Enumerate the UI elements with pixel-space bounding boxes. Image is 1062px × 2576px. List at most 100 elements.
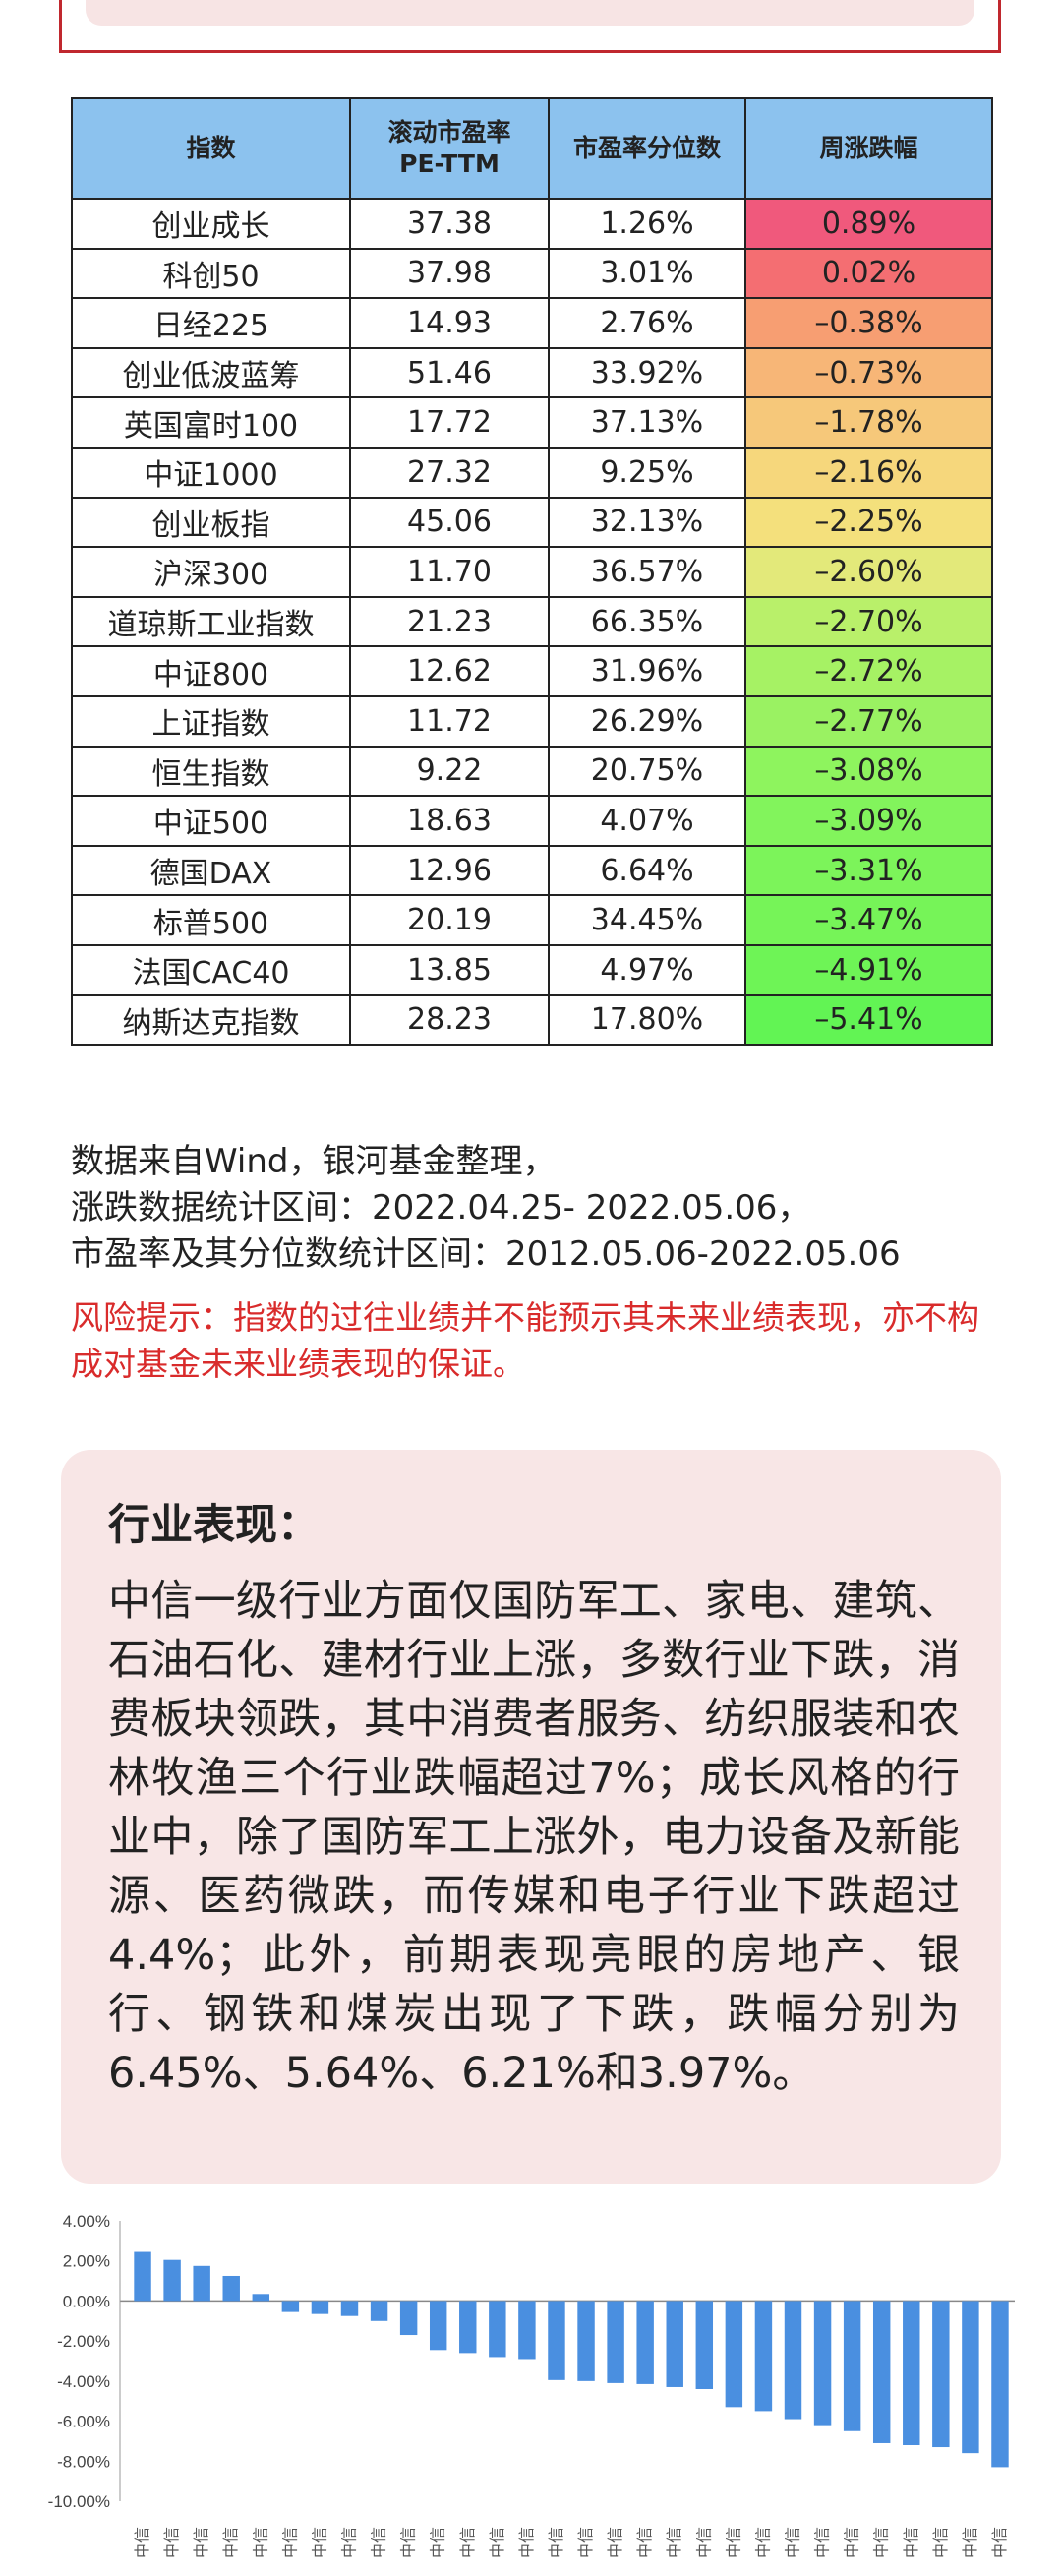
chart-bar xyxy=(518,2301,536,2360)
y-tick-label: -10.00% xyxy=(48,2492,110,2511)
chart-bar xyxy=(489,2301,506,2358)
chart-bar xyxy=(399,2301,418,2336)
chart-bar xyxy=(784,2301,802,2420)
chart-bar xyxy=(577,2301,595,2381)
cell-weekly-change: –3.09% xyxy=(744,795,993,847)
industry-bar-chart: 4.00% 2.00% 0.00% -2.00% -4.00% -6.00% -8.00% -… xyxy=(48,2212,1015,2558)
x-category-label: 中信 xyxy=(162,2527,181,2558)
cell-pe-percentile: 4.07% xyxy=(548,795,746,847)
cell-pe-percentile: 32.13% xyxy=(548,496,746,549)
cell-pe-ttm: 11.70 xyxy=(349,546,550,598)
chart-bar xyxy=(222,2275,240,2302)
x-category-label: 中信 xyxy=(872,2527,891,2558)
cell-pe-ttm: 37.38 xyxy=(349,198,550,250)
chart-bar xyxy=(813,2301,832,2426)
chart-bar xyxy=(340,2301,359,2316)
x-category-label: 中信 xyxy=(843,2527,861,2558)
table-row: 创业板指 45.06 32.13% –2.25% xyxy=(71,496,993,549)
chart-bar xyxy=(281,2301,300,2312)
x-category-label: 中信 xyxy=(813,2527,832,2558)
cell-pe-ttm: 11.72 xyxy=(349,694,550,748)
x-category-label: 中信 xyxy=(370,2527,388,2558)
cell-weekly-change: –2.77% xyxy=(744,694,993,748)
cell-pe-percentile: 6.64% xyxy=(548,844,746,897)
table-row: 日经225 14.93 2.76% –0.38% xyxy=(71,297,993,349)
y-tick-label: -8.00% xyxy=(57,2452,110,2471)
cell-weekly-change: 0.89% xyxy=(744,198,993,250)
cell-index-name: 标普500 xyxy=(71,894,351,946)
cell-pe-ttm: 21.23 xyxy=(349,595,550,648)
table-row: 科创50 37.98 3.01% 0.02% xyxy=(71,247,993,300)
chart-bar xyxy=(903,2301,920,2445)
cell-pe-percentile: 31.96% xyxy=(548,645,746,697)
cell-pe-ttm: 27.32 xyxy=(349,446,550,499)
industry-performance-card: 行业表现： 中信一级行业方面仅国防军工、家电、建筑、石油石化、建材行业上涨，多数… xyxy=(61,1450,1001,2184)
cell-weekly-change: –3.31% xyxy=(744,844,993,897)
chart-bar xyxy=(962,2301,979,2454)
x-category-label: 中信 xyxy=(606,2527,624,2558)
cell-index-name: 德国DAX xyxy=(71,844,351,897)
x-category-label: 中信 xyxy=(517,2527,536,2558)
table-row: 法国CAC40 13.85 4.97% –4.91% xyxy=(71,943,993,996)
x-category-label: 中信 xyxy=(429,2527,447,2558)
x-category-label: 中信 xyxy=(784,2527,802,2558)
table-row: 中证500 18.63 4.07% –3.09% xyxy=(71,795,993,847)
x-category-label: 中信 xyxy=(961,2527,979,2558)
cell-index-name: 纳斯达克指数 xyxy=(71,993,351,1047)
table-row: 道琼斯工业指数 21.23 66.35% –2.70% xyxy=(71,595,993,648)
y-tick-label: -6.00% xyxy=(57,2413,110,2431)
cell-pe-percentile: 36.57% xyxy=(548,546,746,598)
cell-pe-ttm: 18.63 xyxy=(349,795,550,847)
cell-pe-ttm: 13.85 xyxy=(349,943,550,996)
y-tick-label: 2.00% xyxy=(63,2252,110,2271)
chart-bar xyxy=(754,2301,773,2412)
chart-bar xyxy=(725,2301,743,2408)
table-row: 创业成长 37.38 1.26% 0.89% xyxy=(71,198,993,250)
cell-index-name: 创业低波蓝筹 xyxy=(71,346,351,399)
chart-bar xyxy=(459,2301,477,2354)
x-category-label: 中信 xyxy=(576,2527,595,2558)
x-category-label: 中信 xyxy=(251,2527,269,2558)
table-header-row: 指数 滚动市盈率 PE-TTM 市盈率分位数 周涨跌幅 xyxy=(71,97,993,200)
cell-weekly-change: –2.25% xyxy=(744,496,993,549)
table-row: 中证800 12.62 31.96% –2.72% xyxy=(71,645,993,697)
table-row: 上证指数 11.72 26.29% –2.77% xyxy=(71,694,993,748)
cell-index-name: 中证1000 xyxy=(71,446,351,499)
table-row: 纳斯达克指数 28.23 17.80% –5.41% xyxy=(71,993,993,1047)
cell-pe-percentile: 20.75% xyxy=(548,745,746,798)
cell-weekly-change: –0.38% xyxy=(744,297,993,349)
card-body-text: 中信一级行业方面仅国防军工、家电、建筑、石油石化、建材行业上涨，多数行业下跌，消… xyxy=(108,1577,960,2098)
cell-pe-percentile: 2.76% xyxy=(548,297,746,349)
chart-bar xyxy=(370,2301,388,2321)
x-category-label: 中信 xyxy=(340,2527,359,2558)
chart-bar xyxy=(607,2301,624,2383)
card-title: 行业表现： xyxy=(108,1501,320,1550)
chart-bar xyxy=(666,2301,683,2387)
previous-section-frame xyxy=(59,0,1001,53)
cell-pe-ttm: 20.19 xyxy=(349,894,550,946)
cell-pe-ttm: 45.06 xyxy=(349,496,550,549)
data-source-notes: 数据来自Wind，银河基金整理， 涨跌数据统计区间：2022.04.25- 20… xyxy=(71,1139,995,1278)
index-valuation-table: 指数 滚动市盈率 PE-TTM 市盈率分位数 周涨跌幅 创业成长 37.38 1.2… xyxy=(71,97,993,1047)
cell-weekly-change: –2.70% xyxy=(744,595,993,648)
header-weekly-change: 周涨跌幅 xyxy=(744,97,993,200)
cell-index-name: 中证500 xyxy=(71,795,351,847)
header-pe-percentile: 市盈率分位数 xyxy=(548,97,746,200)
cell-pe-ttm: 37.98 xyxy=(349,247,550,300)
cell-index-name: 沪深300 xyxy=(71,546,351,598)
note-source: 数据来自Wind，银河基金整理， xyxy=(71,1142,557,1181)
cell-pe-ttm: 14.93 xyxy=(349,297,550,349)
chart-bar xyxy=(548,2301,565,2380)
cell-index-name: 法国CAC40 xyxy=(71,943,351,996)
x-category-label: 中信 xyxy=(192,2527,210,2558)
x-category-label: 中信 xyxy=(399,2527,418,2558)
chart-bar xyxy=(193,2265,210,2302)
x-category-label: 中信 xyxy=(133,2527,151,2558)
cell-pe-percentile: 37.13% xyxy=(548,396,746,449)
cell-pe-percentile: 26.29% xyxy=(548,694,746,748)
cell-pe-ttm: 12.96 xyxy=(349,844,550,897)
table-row: 恒生指数 9.22 20.75% –3.08% xyxy=(71,745,993,798)
chart-bar xyxy=(636,2301,654,2384)
y-tick-label: -2.00% xyxy=(57,2332,110,2351)
cell-index-name: 创业板指 xyxy=(71,496,351,549)
